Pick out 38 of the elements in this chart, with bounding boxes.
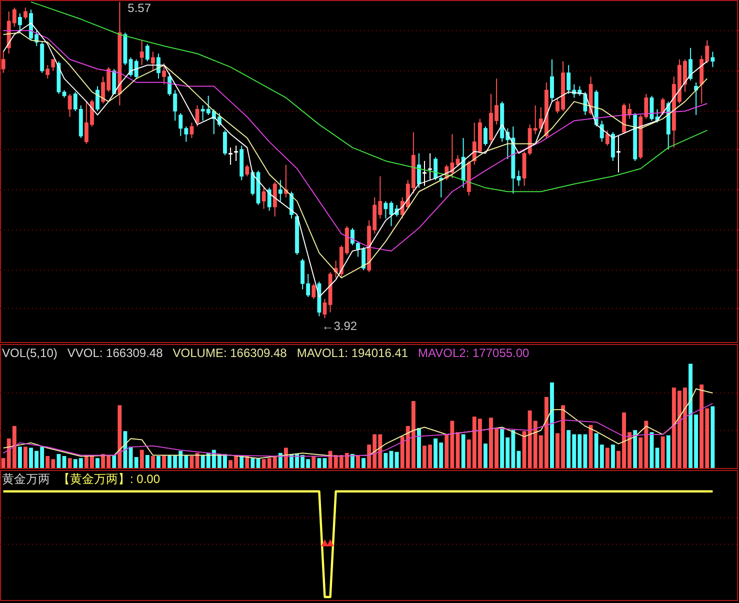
bar	[550, 382, 554, 468]
bar	[240, 456, 244, 468]
bar	[156, 456, 160, 468]
text: MAVOL2: 177055.00	[418, 346, 530, 360]
bar	[284, 448, 288, 468]
text: VOL(5,10)	[2, 346, 58, 360]
bar	[362, 458, 366, 468]
bar	[660, 436, 665, 468]
bar	[416, 428, 421, 468]
text: VVOL: 166309.48	[67, 346, 164, 360]
text: VOLUME: 166309.48	[172, 346, 288, 360]
bar	[633, 430, 638, 468]
bar	[140, 450, 144, 468]
bar	[118, 405, 122, 468]
annotation: ←3.92	[322, 319, 358, 334]
chart-title: 黄金万两	[2, 472, 50, 486]
bar	[24, 446, 28, 468]
bar	[461, 434, 466, 468]
bar	[96, 458, 100, 468]
bar	[356, 455, 360, 468]
bar	[605, 448, 610, 468]
bar	[666, 435, 670, 468]
annotation: 5.57	[128, 0, 152, 15]
bar	[68, 458, 72, 468]
bar	[145, 455, 150, 468]
bar	[610, 444, 615, 468]
bar	[18, 446, 22, 468]
bar	[710, 406, 715, 468]
bar	[245, 456, 250, 468]
bar	[162, 455, 166, 468]
bar	[588, 424, 593, 468]
bar	[350, 454, 354, 468]
bar	[112, 455, 116, 468]
text: 【黄金万两】: 0.00	[58, 472, 160, 486]
bar	[484, 444, 488, 468]
bar	[150, 456, 155, 468]
text: MAVOL1: 194016.41	[296, 346, 408, 360]
bar	[312, 456, 316, 468]
